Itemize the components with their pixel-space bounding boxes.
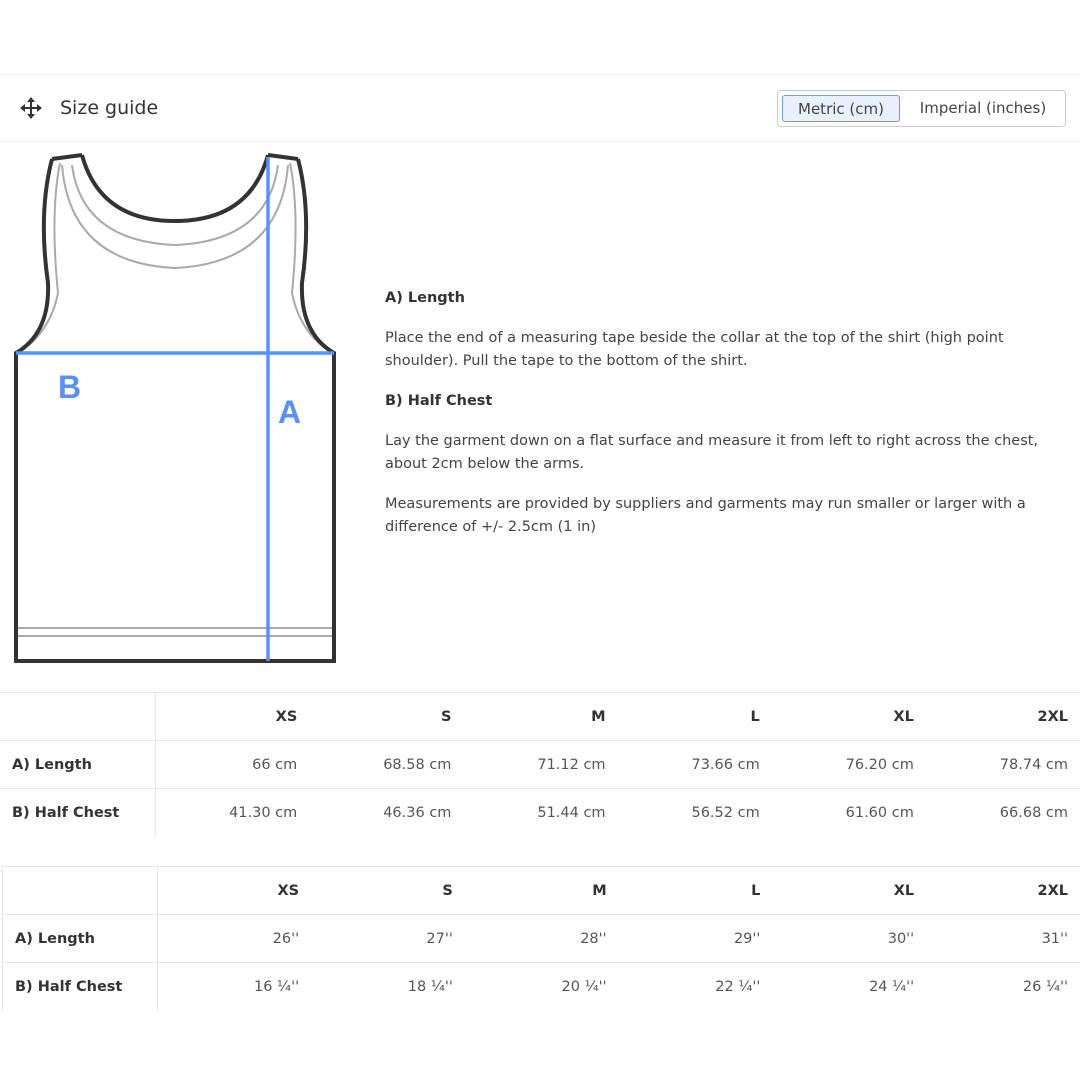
measurement-cell: 66 cm [155, 740, 310, 789]
measurement-cell: 29'' [618, 914, 773, 963]
measurement-cell: 20 ¼'' [464, 962, 619, 1011]
table-row: A) Length 66 cm 68.58 cm 71.12 cm 73.66 cm 76… [0, 740, 1080, 789]
unit-toggle: Metric (cm) Imperial (inches) [777, 90, 1066, 127]
measurement-cell: 46.36 cm [309, 788, 464, 837]
measurement-cell: 73.66 cm [617, 740, 772, 789]
table-row: A) Length 26'' 27'' 28'' 29'' 30'' 31'' [2, 914, 1080, 963]
measurement-instructions: A) Length Place the end of a measuring t… [385, 287, 1045, 556]
measurement-cell: 30'' [772, 914, 927, 963]
size-guide-panel: Size guide Metric (cm) Imperial (inches)… [0, 74, 1080, 834]
measurement-cell: 24 ¼'' [772, 962, 927, 1011]
empty-header-cell [0, 692, 156, 741]
move-icon[interactable] [20, 97, 42, 119]
measurement-cell: 18 ¼'' [311, 962, 465, 1011]
label-a: A [278, 394, 301, 430]
measurement-cell: 51.44 cm [463, 788, 618, 837]
measurement-cell: 31'' [926, 914, 1080, 963]
measurement-cell: 16 ¼'' [157, 962, 312, 1011]
chest-text: Lay the garment down on a flat surface a… [385, 433, 1039, 472]
measurement-cell: 27'' [311, 914, 465, 963]
size-header: 2XL [925, 692, 1080, 741]
row-label: A) Length [0, 740, 156, 789]
tank-top-diagram: B A [14, 153, 336, 663]
row-label: A) Length [2, 914, 158, 963]
empty-header-cell [2, 866, 158, 915]
table-row: B) Half Chest 41.30 cm 46.36 cm 51.44 cm 56.… [0, 788, 1080, 837]
measurement-cell: 76.20 cm [771, 740, 926, 789]
measurement-cell: 61.60 cm [771, 788, 926, 837]
row-label: B) Half Chest [2, 962, 158, 1011]
measurement-cell: 28'' [464, 914, 619, 963]
measurement-cell: 66.68 cm [925, 788, 1080, 837]
size-header: S [309, 692, 464, 741]
metric-size-table: XS S M L XL 2XL A) Length 66 cm 68.58 cm 71.12 cm… [0, 692, 1080, 837]
measurement-cell: 56.52 cm [617, 788, 772, 837]
page-title: Size guide [60, 97, 159, 119]
measurement-cell: 41.30 cm [155, 788, 310, 837]
measurement-cell: 71.12 cm [463, 740, 618, 789]
length-text: Place the end of a measuring tape beside… [385, 330, 1004, 369]
size-header: XL [771, 692, 926, 741]
table-header-row: XS S M L XL 2XL [2, 866, 1080, 915]
panel-header: Size guide Metric (cm) Imperial (inches) [0, 75, 1080, 142]
measurement-cell: 26'' [157, 914, 312, 963]
size-header: 2XL [926, 866, 1080, 915]
table-row: B) Half Chest 16 ¼'' 18 ¼'' 20 ¼'' 22 ¼'' 24 … [2, 962, 1080, 1011]
size-header: L [617, 692, 772, 741]
measurement-cell: 68.58 cm [309, 740, 464, 789]
measurement-cell: 26 ¼'' [926, 962, 1080, 1011]
size-header: L [618, 866, 773, 915]
row-label: B) Half Chest [0, 788, 156, 837]
size-header: XL [772, 866, 927, 915]
measurement-note: Measurements are provided by suppliers a… [385, 496, 1026, 535]
size-header: M [464, 866, 619, 915]
imperial-button[interactable]: Imperial (inches) [919, 99, 1047, 117]
size-header: M [463, 692, 618, 741]
table-header-row: XS S M L XL 2XL [0, 692, 1080, 741]
size-header: XS [157, 866, 312, 915]
metric-button[interactable]: Metric (cm) [782, 95, 900, 122]
length-title: A) Length [385, 290, 465, 306]
measurement-cell: 78.74 cm [925, 740, 1080, 789]
label-b: B [58, 369, 81, 405]
size-header: XS [155, 692, 310, 741]
chest-title: B) Half Chest [385, 393, 493, 409]
imperial-size-table: XS S M L XL 2XL A) Length 26'' 27'' 28'' 29'' 30'' 3… [2, 866, 1080, 1011]
size-header: S [311, 866, 465, 915]
measurement-cell: 22 ¼'' [618, 962, 773, 1011]
